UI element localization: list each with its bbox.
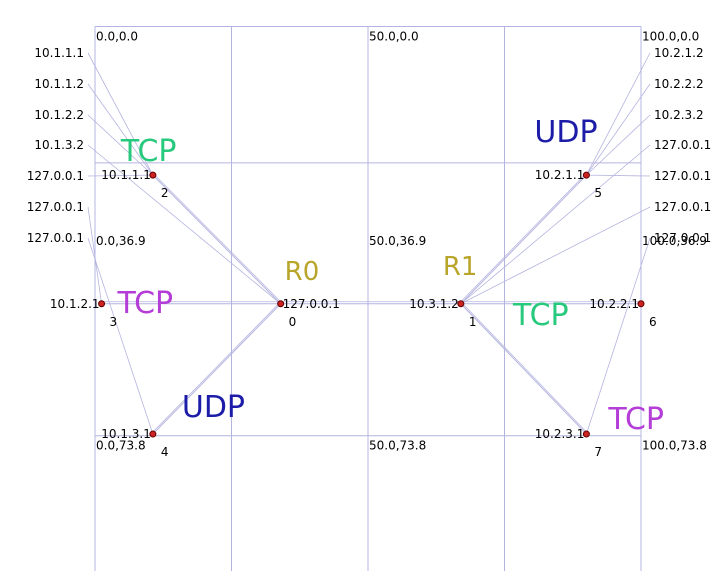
address-label: 10.1.1.1: [34, 46, 84, 60]
protocol-label: TCP: [512, 298, 569, 333]
node-id-label: 7: [594, 445, 602, 459]
address-label: 127.0.0.1: [654, 138, 711, 152]
node-id-label: 0: [289, 315, 297, 329]
node-link-line: [460, 301, 587, 433]
address-link-line: [586, 174, 651, 177]
grid-coordinate-label: 0.0,73.8: [96, 439, 146, 453]
address-link-line: [586, 237, 651, 435]
node-dot: [149, 171, 157, 179]
node-address-label: 10.2.1.1: [535, 168, 585, 182]
node-id-label: 1: [469, 315, 477, 329]
address-link-line: [460, 144, 651, 305]
address-link-line: [460, 206, 651, 305]
address-label: 10.2.2.2: [654, 77, 704, 91]
node-link-line: [152, 172, 281, 303]
node-id-label: 4: [161, 445, 169, 459]
address-label: 127.0.0.1: [27, 231, 84, 245]
node-dot: [582, 171, 590, 179]
address-link-line: [87, 83, 154, 176]
protocol-label: TCP: [117, 286, 174, 321]
grid-coordinate-label: 50.0,0.0: [369, 30, 419, 44]
node-link-line: [460, 172, 587, 303]
node-dot: [98, 300, 106, 308]
grid-coordinate-label: 100.0,73.8: [642, 439, 707, 453]
address-label: 10.2.3.2: [654, 108, 704, 122]
address-label: 127.0.0.1: [27, 169, 84, 183]
address-link-line: [87, 52, 154, 176]
address-label: 10.1.3.2: [34, 138, 84, 152]
protocol-label: UDP: [534, 115, 597, 150]
node-dot: [637, 300, 645, 308]
node-id-label: 6: [649, 315, 657, 329]
grid-coordinate-label: 50.0,36.9: [369, 234, 426, 248]
address-label: 10.2.1.2: [654, 46, 704, 60]
address-link-line: [586, 52, 651, 176]
address-link-line: [87, 174, 153, 177]
router-label: R0: [285, 257, 320, 287]
address-link-line: [87, 237, 154, 435]
node-address-label: 10.2.3.1: [535, 427, 585, 441]
protocol-label: UDP: [182, 390, 245, 425]
node-dot: [277, 300, 285, 308]
node-link-line: [152, 303, 281, 435]
node-link-line: [152, 174, 281, 305]
address-label: 127.0.0.1: [654, 200, 711, 214]
address-label: 10.1.1.2: [34, 77, 84, 91]
node-link-line: [152, 301, 281, 433]
grid-coordinate-label: 50.0,73.8: [369, 439, 426, 453]
address-label: 127.0.0.1: [654, 231, 711, 245]
node-address-label: 10.3.1.2: [409, 297, 459, 311]
address-link-line: [87, 114, 154, 176]
node-id-label: 3: [110, 315, 118, 329]
address-label: 127.0.0.1: [27, 200, 84, 214]
node-id-label: 2: [161, 186, 169, 200]
router-label: R1: [443, 252, 478, 282]
address-link-line: [586, 114, 651, 176]
protocol-label: TCP: [120, 134, 177, 169]
address-link-line: [87, 206, 102, 304]
grid-coordinate-label: 100.0,0.0: [642, 30, 699, 44]
grid-coordinate-label: 0.0,36.9: [96, 234, 146, 248]
address-label: 127.0.0.1: [654, 169, 711, 183]
node-link-line: [460, 174, 587, 305]
address-link-line: [586, 83, 651, 176]
node-address-label: 10.1.1.1: [101, 168, 151, 182]
node-id-label: 5: [594, 186, 602, 200]
node-address-label: 10.2.2.1: [589, 297, 639, 311]
node-dot: [457, 300, 465, 308]
grid-coordinate-label: 100.0,36.9: [642, 234, 707, 248]
protocol-label: TCP: [607, 402, 664, 437]
node-address-label: 127.0.0.1: [283, 297, 340, 311]
node-address-label: 10.1.2.1: [50, 297, 100, 311]
grid-coordinate-label: 0.0,0.0: [96, 30, 138, 44]
node-link-line: [460, 303, 587, 435]
node-address-label: 10.1.3.1: [101, 427, 151, 441]
node-dot: [149, 430, 157, 438]
address-label: 10.1.2.2: [34, 108, 84, 122]
address-link-line: [87, 144, 281, 305]
node-dot: [582, 430, 590, 438]
